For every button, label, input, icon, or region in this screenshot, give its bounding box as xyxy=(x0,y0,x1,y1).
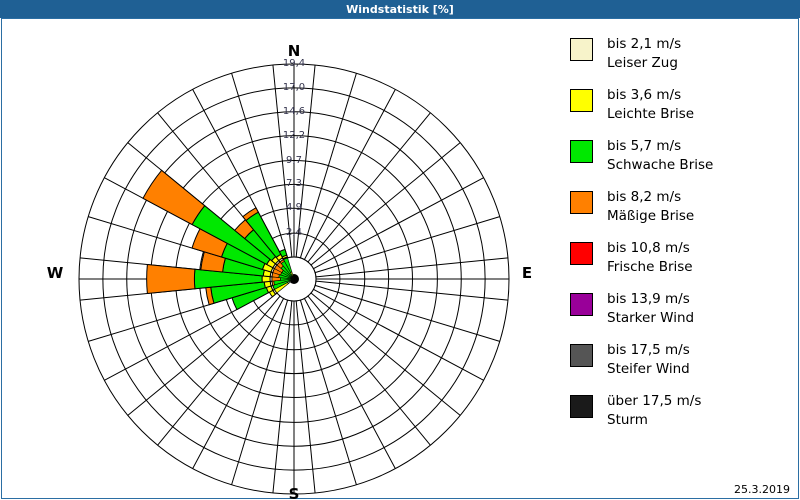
legend-swatch xyxy=(570,242,593,265)
legend-name-label: Mäßige Brise xyxy=(607,208,695,224)
legend-item[interactable]: bis 17,5 m/s Steifer Wind xyxy=(570,341,798,381)
grid-spoke xyxy=(295,64,316,258)
legend-swatch xyxy=(570,293,593,316)
compass-label-west: W xyxy=(46,264,64,282)
legend-label: über 17,5 m/s Sturm xyxy=(607,392,701,430)
content-frame: N E S W 2,4 4,9 7,3 9,7 12,2 14,6 17,0 19,4 bis… xyxy=(1,18,799,500)
grid-spoke xyxy=(272,64,293,258)
grid-spoke xyxy=(192,298,285,469)
legend-item[interactable]: über 17,5 m/s Sturm xyxy=(570,392,798,432)
legend-label: bis 13,9 m/s Starker Wind xyxy=(607,290,694,328)
grid-spoke xyxy=(295,300,316,494)
legend-speed-label: bis 10,8 m/s xyxy=(607,240,690,256)
windrose-petal-segment xyxy=(278,248,288,258)
legend-label: bis 17,5 m/s Steifer Wind xyxy=(607,341,690,379)
compass-label-east: E xyxy=(521,264,533,282)
legend-name-label: Steifer Wind xyxy=(607,361,690,377)
legend-item[interactable]: bis 3,6 m/s Leichte Brise xyxy=(570,86,798,126)
radial-tick-label: 7,3 xyxy=(286,178,302,190)
legend-item[interactable]: bis 13,9 m/s Starker Wind xyxy=(570,290,798,330)
legend-name-label: Schwache Brise xyxy=(607,157,714,173)
legend-speed-label: bis 8,2 m/s xyxy=(607,189,682,205)
legend-swatch xyxy=(570,344,593,367)
windrose-petals xyxy=(142,169,289,311)
legend-label: bis 8,2 m/s Mäßige Brise xyxy=(607,188,694,226)
grid-spoke xyxy=(310,142,461,266)
windrose-petal-segment xyxy=(142,169,206,226)
legend-swatch xyxy=(570,38,593,61)
grid-spoke xyxy=(313,288,484,381)
grid-spoke xyxy=(272,300,293,494)
legend-swatch xyxy=(570,191,593,214)
compass-label-north: N xyxy=(287,42,301,60)
windrose-svg xyxy=(78,63,510,495)
grid-spoke xyxy=(313,177,484,270)
grid-spoke xyxy=(314,216,500,274)
legend-speed-label: bis 13,9 m/s xyxy=(607,291,690,307)
legend-label: bis 10,8 m/s Frische Brise xyxy=(607,239,693,277)
legend-speed-label: bis 17,5 m/s xyxy=(607,342,690,358)
legend-name-label: Leiser Zug xyxy=(607,55,678,71)
legend-name-label: Frische Brise xyxy=(607,259,693,275)
grid-spoke xyxy=(307,112,431,263)
radial-tick-label: 12,2 xyxy=(282,129,306,141)
legend-swatch xyxy=(570,89,593,112)
windrose-hub xyxy=(271,256,317,302)
grid-spoke xyxy=(303,298,396,469)
legend-speed-label: über 17,5 m/s xyxy=(607,393,702,409)
legend-swatch xyxy=(570,395,593,418)
grid-spoke xyxy=(299,299,357,485)
legend-item[interactable]: bis 8,2 m/s Mäßige Brise xyxy=(570,188,798,228)
windrose-petal-segment xyxy=(146,264,196,294)
radial-tick-label: 19,4 xyxy=(282,58,306,69)
radial-tick-label: 9,7 xyxy=(286,154,302,166)
grid-spoke xyxy=(231,299,289,485)
grid-spoke xyxy=(315,280,509,301)
radial-tick-label: 14,6 xyxy=(282,105,306,117)
legend-item[interactable]: bis 10,8 m/s Frische Brise xyxy=(570,239,798,279)
footer-date: 25.3.2019 xyxy=(734,483,790,496)
legend-name-label: Starker Wind xyxy=(607,310,695,326)
legend-speed-label: bis 5,7 m/s xyxy=(607,138,682,154)
grid-spoke xyxy=(315,257,509,278)
legend-label: bis 2,1 m/s Leiser Zug xyxy=(607,35,681,73)
radial-tick-label: 17,0 xyxy=(282,81,306,93)
windrose-petal-segment xyxy=(242,207,259,222)
window-title: Windstatistik [%] xyxy=(346,2,454,16)
legend: bis 2,1 m/s Leiser Zug bis 3,6 m/s Leichte … xyxy=(570,35,798,443)
grid-spoke xyxy=(231,73,289,259)
grid-spoke xyxy=(314,284,500,342)
radial-tick-label: 2,4 xyxy=(286,227,302,239)
legend-speed-label: bis 3,6 m/s xyxy=(607,87,682,103)
legend-item[interactable]: bis 2,1 m/s Leiser Zug xyxy=(570,35,798,75)
compass-label-south: S xyxy=(288,485,300,500)
radial-tick-label: 4,9 xyxy=(286,202,302,214)
legend-name-label: Leichte Brise xyxy=(607,106,695,122)
grid-spoke xyxy=(307,295,431,446)
legend-name-label: Sturm xyxy=(607,412,648,428)
legend-item[interactable]: bis 5,7 m/s Schwache Brise xyxy=(570,137,798,177)
legend-label: bis 3,6 m/s Leichte Brise xyxy=(607,86,694,124)
legend-swatch xyxy=(570,140,593,163)
windrose-chart: N E S W 2,4 4,9 7,3 9,7 12,2 14,6 17,0 19,4 xyxy=(2,19,567,500)
window-title-bar: Windstatistik [%] xyxy=(0,0,800,18)
grid-spoke xyxy=(127,292,278,416)
grid-spoke xyxy=(310,292,461,416)
legend-speed-label: bis 2,1 m/s xyxy=(607,36,682,52)
windrose-petal-apex xyxy=(283,257,293,273)
legend-label: bis 5,7 m/s Schwache Brise xyxy=(607,137,713,175)
grid-spoke xyxy=(157,295,281,446)
grid-spoke xyxy=(299,73,357,259)
grid-spoke xyxy=(303,89,396,260)
